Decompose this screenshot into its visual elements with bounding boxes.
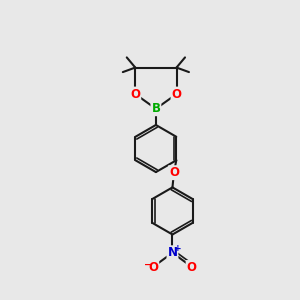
Text: O: O (169, 166, 179, 179)
Text: O: O (187, 261, 196, 274)
Text: N: N (167, 246, 178, 259)
Text: +: + (174, 244, 181, 253)
Text: O: O (148, 261, 158, 274)
Text: O: O (172, 88, 182, 100)
Text: −: − (144, 260, 152, 269)
Text: O: O (130, 88, 140, 100)
Text: B: B (152, 102, 160, 115)
